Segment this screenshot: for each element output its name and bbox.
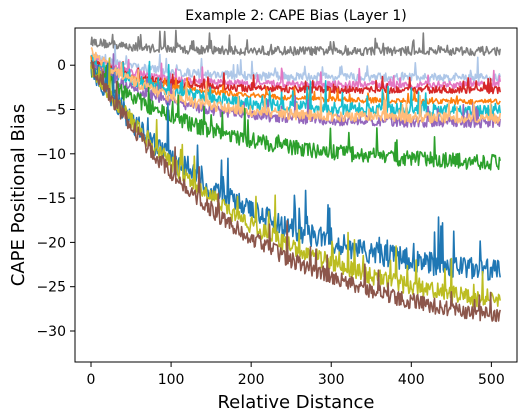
y-axis-label: CAPE Positional Bias — [8, 104, 29, 286]
series-line-1 — [90, 44, 501, 83]
y-tick-label: −10 — [36, 147, 66, 163]
plot-frame — [74, 27, 518, 363]
series-line-8 — [90, 64, 501, 171]
y-tick-label: −20 — [36, 235, 66, 251]
series-layer — [90, 29, 501, 323]
y-tick-label: −25 — [36, 280, 66, 296]
y-tick-label: 0 — [57, 58, 66, 74]
y-tick-label: −15 — [36, 191, 66, 207]
series-line-9 — [90, 62, 501, 281]
series-line-2 — [90, 54, 501, 89]
x-tick-label: 300 — [318, 372, 345, 388]
x-tick-label: 400 — [398, 372, 425, 388]
y-tick-label: −30 — [36, 324, 66, 340]
series-line-0 — [90, 29, 501, 57]
x-tick-label: 200 — [238, 372, 265, 388]
y-axis: 0 −5 −10 −15 −20 −25 −30 — [36, 58, 75, 340]
x-axis: 0 100 200 300 400 500 — [87, 362, 505, 388]
series-line-7 — [90, 46, 501, 125]
series-line-3 — [90, 60, 501, 95]
x-tick-label: 100 — [158, 372, 185, 388]
chart-title: Example 2: CAPE Bias (Layer 1) — [185, 8, 406, 24]
x-axis-label: Relative Distance — [217, 392, 374, 413]
series-line-10 — [90, 57, 501, 308]
series-line-6 — [90, 53, 501, 129]
x-tick-label: 0 — [87, 372, 96, 388]
y-tick-label: −5 — [45, 103, 66, 119]
x-tick-label: 500 — [478, 372, 505, 388]
series-line-11 — [90, 59, 501, 323]
